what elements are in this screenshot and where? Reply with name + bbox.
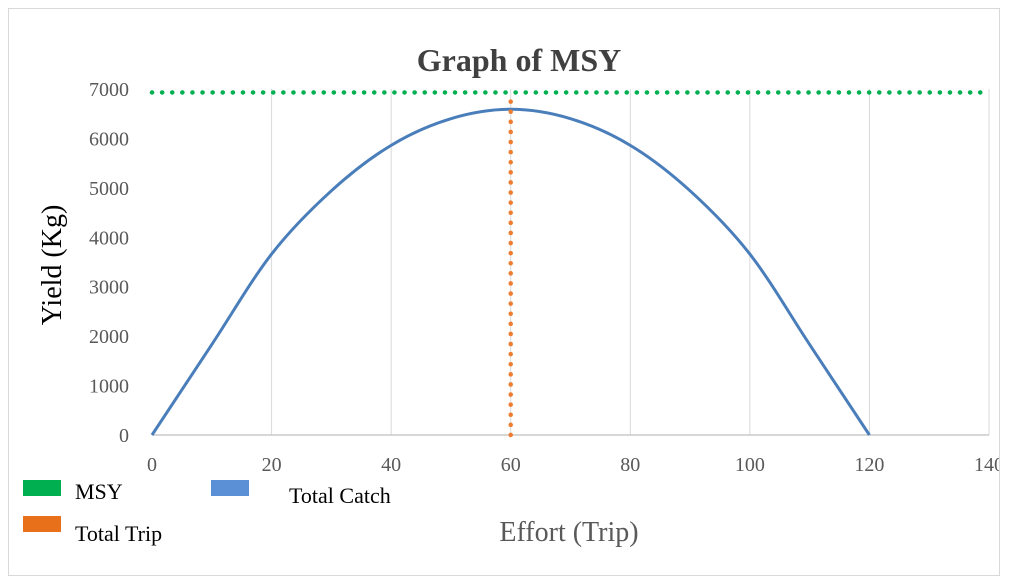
legend: MSY Total Catch Total Trip [23,479,391,546]
series-total-catch [150,107,871,436]
tick-labels: 0 20 40 60 80 100 120 140 0 1000 2000 3000 4000 5000 6… [89,79,1004,476]
legend-label-total-trip: Total Trip [75,521,162,546]
y-tick-label: 5000 [89,178,129,200]
x-tick-label: 20 [262,454,282,476]
msy-chart: 0 20 40 60 80 100 120 140 0 1000 2000 3000 4000 5000 6… [23,42,1004,548]
x-tick-label: 140 [974,454,999,476]
x-axis-label: Effort (Trip) [499,517,638,548]
y-tick-label: 0 [119,425,129,447]
x-tick-label: 80 [620,454,640,476]
series-layer [149,90,992,438]
y-axis-label: Yield (Kg) [37,205,68,326]
chart-frame: 0 20 40 60 80 100 120 140 0 1000 2000 3000 4000 5000 6… [8,8,1004,576]
legend-swatch-total-trip [23,516,61,532]
y-tick-label: 4000 [89,227,129,249]
y-tick-label: 1000 [89,376,129,398]
x-tick-label: 120 [854,454,884,476]
x-tick-label: 60 [501,454,521,476]
grid-lines [271,89,990,435]
x-tick-label: 0 [147,454,157,476]
x-tick-label: 100 [735,454,765,476]
legend-label-msy: MSY [75,479,123,504]
y-tick-label: 3000 [89,277,129,299]
x-tick-label: 40 [381,454,401,476]
y-tick-label: 2000 [89,326,129,348]
y-tick-label: 7000 [89,79,129,101]
y-tick-label: 6000 [89,128,129,150]
chart-title: Graph of MSY [417,42,621,78]
legend-swatch-msy [23,480,61,496]
legend-swatch-total-catch [211,480,249,496]
legend-label-total-catch: Total Catch [289,483,391,508]
